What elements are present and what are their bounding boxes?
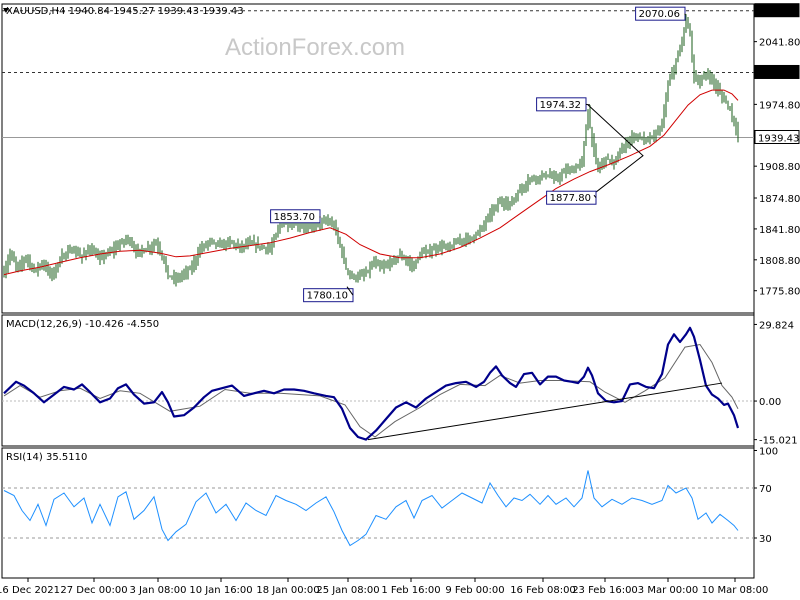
ohlc-bars: [3, 14, 739, 287]
price-tick-label: 1974.80: [759, 100, 800, 111]
time-tick-label: 3 Mar 00:00: [638, 585, 698, 596]
price-tick-label: 1808.80: [759, 256, 800, 267]
time-tick-label: 10 Mar 08:00: [702, 585, 769, 596]
rsi-tick-label: 70: [759, 484, 772, 495]
price-tick-label: 1775.80: [759, 287, 800, 298]
time-tick-label: 27 Dec 00:00: [60, 585, 127, 596]
macd-line: [3, 326, 740, 441]
watermark: ActionForex.com: [225, 34, 405, 61]
price-callout-leader: [585, 103, 591, 106]
main-header-arrow-icon: [3, 8, 9, 13]
macd-tick-label: 0.00: [759, 397, 781, 408]
price-callout-leader: [593, 194, 597, 199]
price-callout-label: 1853.70: [274, 212, 315, 223]
macd-trendline: [367, 382, 723, 441]
price-tick-label: 1939.43: [758, 133, 799, 144]
time-tick-label: 18 Jan 00:00: [256, 585, 319, 596]
price-callout-label: 1974.32: [540, 100, 581, 111]
rsi-tick-label: 100: [759, 447, 778, 458]
main-header: XAUUSD,H4 1940.84 1945.27 1939.43 1939.4…: [6, 6, 244, 17]
macd-signal-line: [3, 343, 739, 438]
time-tick-label: 25 Jan 08:00: [316, 585, 379, 596]
price-callout-label: 2070.06: [639, 9, 680, 20]
price-callout-label: 1780.10: [307, 291, 348, 302]
highlight-price-tag: [754, 3, 800, 18]
price-tick-label: 1874.80: [759, 194, 800, 205]
triangle-pattern: [587, 104, 644, 196]
highlight-price-tag: [754, 64, 800, 79]
time-tick-label: 3 Jan 08:00: [130, 585, 187, 596]
price-tick-label: 2008.87: [758, 68, 799, 79]
time-tick-label: 16 Dec 2021: [0, 585, 60, 596]
rsi-header: RSI(14) 35.5110: [6, 452, 87, 463]
time-tick-label: 16 Feb 08:00: [510, 585, 576, 596]
macd-header: MACD(12,26,9) -10.426 -4.550: [6, 319, 159, 330]
price-callout-label: 1877.80: [550, 193, 591, 204]
time-tick-label: 9 Feb 00:00: [445, 585, 504, 596]
price-tick-label: 1841.80: [759, 225, 800, 236]
price-tick-label: 2074.84: [758, 7, 799, 18]
moving-average-line: [3, 89, 739, 276]
macd-tick-label: -15.021: [759, 436, 798, 447]
rsi-tick-label: 30: [759, 534, 772, 545]
macd-tick-label: 29.824: [759, 320, 794, 331]
price-tick-label: 1908.80: [759, 162, 800, 173]
time-tick-label: 10 Jan 16:00: [189, 585, 252, 596]
time-tick-label: 1 Feb 16:00: [381, 585, 440, 596]
highlight-price-tag: [754, 129, 800, 144]
time-tick-label: 23 Feb 16:00: [572, 585, 638, 596]
price-tick-label: 2041.80: [759, 38, 800, 49]
price-callout-leader: [346, 286, 354, 296]
rsi-line: [3, 470, 739, 547]
